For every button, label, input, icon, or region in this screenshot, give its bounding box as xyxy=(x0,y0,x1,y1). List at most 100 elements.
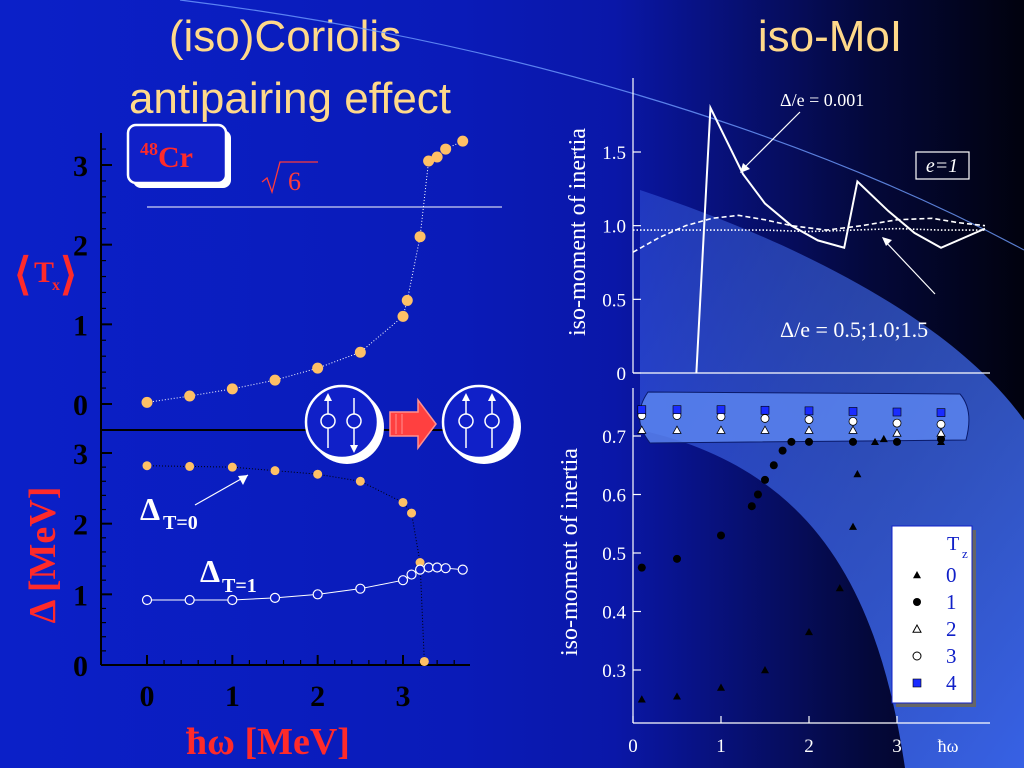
sqrt6-label: 6 xyxy=(261,161,318,196)
tz2-point xyxy=(672,425,682,434)
right-top-ylabel: iso-moment of inertia xyxy=(565,128,591,336)
tz3-point xyxy=(760,414,770,423)
gap-t0-point xyxy=(270,466,280,476)
scatter-xtick-label: 3 xyxy=(892,736,902,757)
tz4-point xyxy=(804,406,814,416)
legend-title-main: T xyxy=(947,533,959,555)
delta-axis-label: Δ [MeV] xyxy=(22,487,64,624)
legend-marker-2 xyxy=(912,623,922,633)
left-axes xyxy=(100,133,470,666)
tz1-point xyxy=(778,446,787,455)
gap-t1-point xyxy=(432,562,443,573)
tz-legend: T z 0 1 2 3 4 xyxy=(891,525,976,707)
tz4-point xyxy=(637,405,647,414)
arrow-right-icon xyxy=(389,397,437,451)
tz0-point xyxy=(805,627,813,636)
pairing-diagram xyxy=(304,384,521,464)
gap-t0-point xyxy=(142,461,152,471)
gap-t1-point xyxy=(141,594,153,606)
gap-t1-point xyxy=(423,562,434,573)
imoi-ytick-label: 1.0 xyxy=(602,217,626,238)
scatter-ytick-label: 0.7 xyxy=(602,427,626,448)
delta-t0-main: Δ xyxy=(140,491,160,527)
gap-t1-point xyxy=(355,583,366,594)
gap-t1-point xyxy=(184,594,195,606)
legend-marker-4 xyxy=(912,678,922,688)
annotation-delta-multi: Δ/e = 0.5;1.0;1.5 xyxy=(780,317,928,342)
imoi-series-solid xyxy=(695,103,986,374)
tz1-point xyxy=(805,437,813,446)
tx-ytick-label: 0 xyxy=(73,389,88,422)
tz0-point xyxy=(849,522,857,530)
tx-point xyxy=(141,396,153,408)
delta-t1-sub: T=1 xyxy=(222,575,257,597)
gap-xtick-label: 0 xyxy=(140,680,155,713)
gap-t1-point xyxy=(457,564,468,575)
tz0-point xyxy=(761,666,769,674)
legend-title-sub: z xyxy=(962,546,968,561)
tz1-point xyxy=(747,502,756,511)
gap-t0-point xyxy=(313,469,323,479)
gap-t1-point xyxy=(414,564,426,575)
tz2-point xyxy=(804,425,814,434)
tz1-point xyxy=(637,563,646,572)
tz1-point xyxy=(849,437,857,446)
tz2-point xyxy=(760,425,770,434)
tz4-point xyxy=(760,405,770,415)
svg-text:48Cr: 48Cr xyxy=(140,139,193,174)
tx-point xyxy=(354,346,366,358)
delta-t1-annotation: Δ T=1 xyxy=(200,553,257,597)
delta-t1-main: Δ xyxy=(200,553,220,589)
tx-point xyxy=(269,374,281,386)
tx-point xyxy=(431,151,443,163)
tx-plot: 0 1 2 3 xyxy=(73,135,469,422)
right-bottom-ylabel: iso-moment of inertia xyxy=(557,448,583,656)
tz1-point xyxy=(717,531,725,540)
tx-axis-label: ⟨ T x ⟩ xyxy=(14,250,77,299)
tz3-point xyxy=(848,416,858,426)
legend-label-2: 2 xyxy=(946,617,957,641)
gap-t0-point xyxy=(419,656,429,666)
tz1-point xyxy=(753,490,762,499)
tz2-point xyxy=(637,425,647,434)
gap-t1-point xyxy=(440,563,451,574)
nucleus-symbol: Cr xyxy=(158,141,193,174)
legend-marker-3 xyxy=(912,651,922,661)
svg-text:⟩: ⟩ xyxy=(60,250,77,299)
tx-point xyxy=(184,390,196,402)
legend-label-4: 4 xyxy=(946,671,957,695)
right-bottom-xlabel: ħω xyxy=(938,736,959,756)
tz2-point xyxy=(936,428,946,437)
decor-arc xyxy=(179,0,1024,251)
tx-label-main: T xyxy=(34,256,54,289)
gap-t0-point xyxy=(185,461,195,471)
scatter-ytick-label: 0.3 xyxy=(602,661,626,682)
tz4-point xyxy=(848,407,858,416)
tz0-point xyxy=(835,584,844,592)
tz1-point xyxy=(893,437,901,446)
imoi-ytick-label: 1.5 xyxy=(602,143,626,164)
imoi-line-plot: 0 0.5 1.0 1.5 xyxy=(602,103,986,385)
legend-marker-1 xyxy=(913,598,921,606)
title-right: iso-MoI xyxy=(757,12,903,61)
imoi-series-dotted xyxy=(633,227,985,233)
sqrt6-text: 6 xyxy=(288,167,301,196)
gap-plot: 0 1 2 3 0 1 2 3 xyxy=(73,438,468,713)
omega-axis-label: ħω [MeV] xyxy=(186,721,350,763)
tz3-point xyxy=(892,418,902,428)
scatter-ytick-label: 0.5 xyxy=(602,544,626,565)
title-left-line1: (iso)Coriolis xyxy=(168,12,402,61)
gap-t0-line xyxy=(146,465,425,662)
gap-t1-point xyxy=(227,594,238,606)
tx-point xyxy=(440,143,452,155)
scatter-ytick-label: 0.6 xyxy=(602,486,626,507)
tx-point xyxy=(414,231,426,243)
right-bottom-axes xyxy=(632,388,990,724)
tz2-point xyxy=(716,425,726,434)
tx-point xyxy=(312,362,324,374)
title-left-line2: antipairing effect xyxy=(128,74,452,123)
imoi-series-dashed xyxy=(632,214,986,253)
parallel-pair-icon xyxy=(441,384,521,464)
gap-xtick-label: 1 xyxy=(225,680,240,713)
